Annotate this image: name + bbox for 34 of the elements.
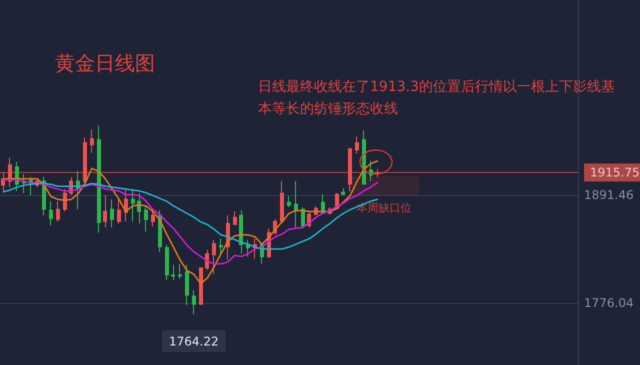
candlestick xyxy=(233,210,237,225)
candlestick xyxy=(294,180,298,230)
candlestick xyxy=(165,244,169,281)
candlestick xyxy=(212,239,216,274)
line-series xyxy=(2,178,378,265)
candlestick xyxy=(144,204,148,232)
candlestick xyxy=(219,238,223,256)
candlestick xyxy=(117,196,121,224)
candlestick xyxy=(178,263,182,280)
candlestick xyxy=(56,200,60,222)
candlestick xyxy=(137,192,141,224)
candlestick xyxy=(131,188,135,222)
candlestick xyxy=(199,267,203,305)
line-series xyxy=(2,182,378,250)
candlestick xyxy=(103,194,107,228)
candlestick xyxy=(280,180,284,224)
candlestick xyxy=(185,264,189,306)
y-tick-label: 1891.46 xyxy=(584,188,634,202)
candlestick xyxy=(246,239,250,258)
candlestick xyxy=(90,129,94,154)
text: 黄金日线图 xyxy=(55,51,155,75)
candlestick xyxy=(287,196,291,208)
candlestick xyxy=(355,136,359,154)
candlestick xyxy=(171,264,175,281)
candlestick xyxy=(63,188,67,212)
candlestick xyxy=(49,200,53,226)
y-tick-label: 1776.04 xyxy=(584,296,634,310)
candlestick xyxy=(192,290,196,315)
annotation: 1764.22 xyxy=(168,334,219,348)
candlestick xyxy=(362,130,366,185)
candlestick xyxy=(110,198,114,228)
candlestick xyxy=(341,188,345,196)
candlestick xyxy=(97,125,101,234)
ref-line-label: 1915.75 xyxy=(590,165,640,180)
